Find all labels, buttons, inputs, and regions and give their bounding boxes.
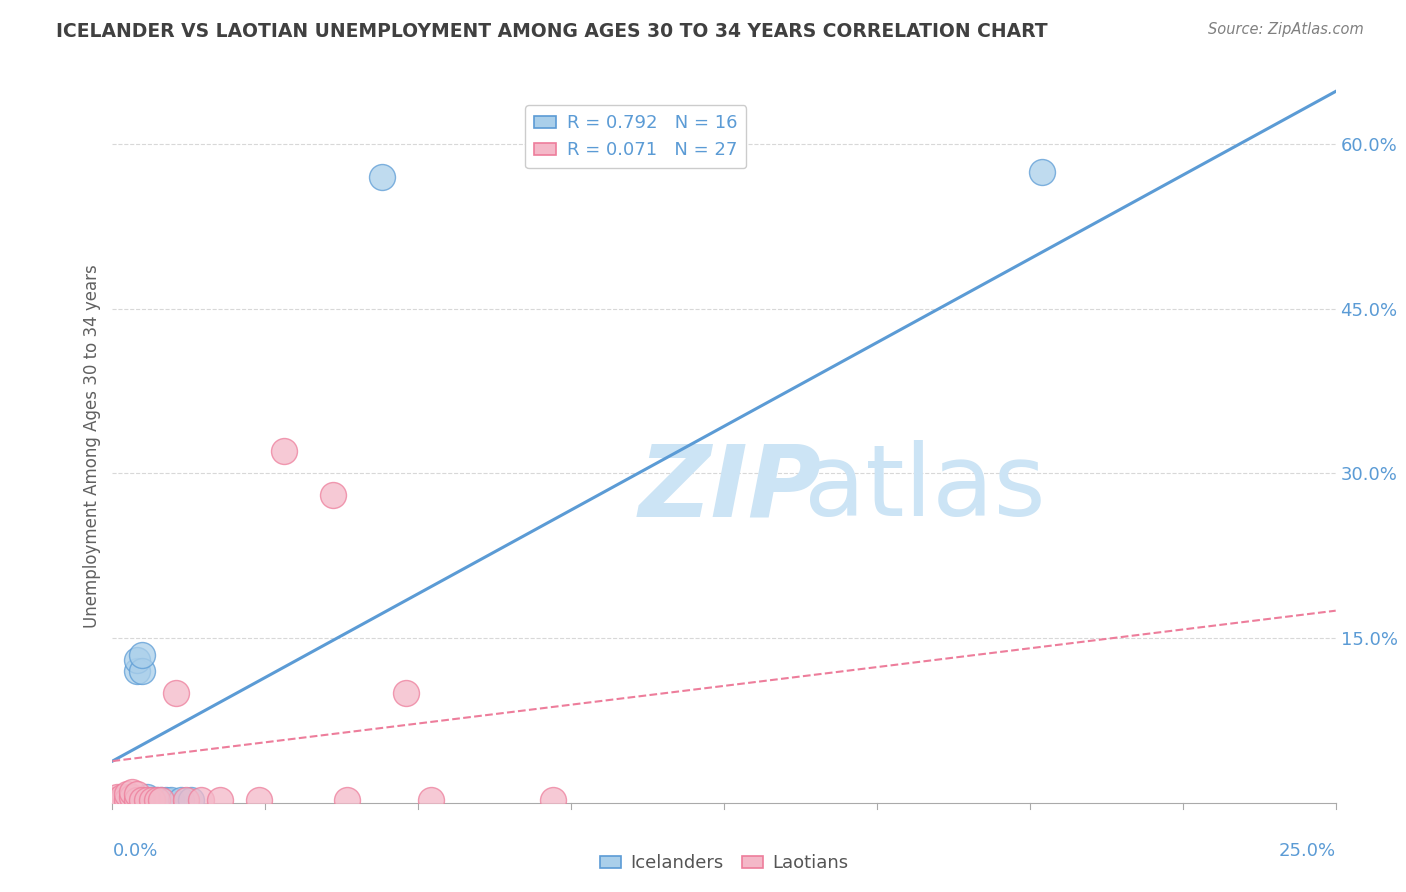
Point (125, 664, 148, 678)
Point (145, 792, 167, 806)
Point (155, 792, 177, 806)
Point (115, 787, 138, 801)
Point (165, 686, 187, 700)
Point (135, 792, 157, 806)
Point (141, 792, 163, 806)
Point (101, 792, 124, 806)
Point (1031, 164, 1053, 178)
Point (125, 787, 148, 801)
Point (209, 792, 232, 806)
Text: atlas: atlas (804, 441, 1045, 537)
Point (135, 790, 157, 805)
Point (174, 792, 197, 806)
Point (190, 792, 212, 806)
Point (105, 790, 128, 805)
Point (121, 792, 143, 806)
Point (273, 444, 295, 458)
Point (131, 664, 153, 678)
Point (125, 653, 148, 667)
Point (150, 792, 173, 806)
Point (131, 648, 153, 662)
Point (541, 792, 564, 806)
Point (111, 790, 134, 805)
Point (170, 792, 193, 806)
Point (121, 790, 143, 805)
Text: Source: ZipAtlas.com: Source: ZipAtlas.com (1208, 22, 1364, 37)
Point (419, 792, 441, 806)
Legend: Icelanders, Laotians: Icelanders, Laotians (592, 847, 856, 880)
Point (180, 792, 202, 806)
Point (105, 792, 128, 806)
Point (115, 792, 138, 806)
Point (141, 792, 163, 806)
Point (150, 792, 173, 806)
Y-axis label: Unemployment Among Ages 30 to 34 years: Unemployment Among Ages 30 to 34 years (83, 264, 101, 628)
Point (370, 169, 392, 184)
Point (125, 792, 148, 806)
Point (131, 792, 153, 806)
Point (121, 785, 143, 799)
Text: ICELANDER VS LAOTIAN UNEMPLOYMENT AMONG AGES 30 TO 34 YEARS CORRELATION CHART: ICELANDER VS LAOTIAN UNEMPLOYMENT AMONG … (56, 22, 1047, 41)
Text: 25.0%: 25.0% (1278, 842, 1336, 860)
Point (247, 792, 270, 806)
Point (115, 790, 138, 805)
Point (322, 488, 344, 502)
Point (395, 686, 418, 700)
Point (145, 792, 167, 806)
Point (336, 792, 359, 806)
Text: 0.0%: 0.0% (112, 842, 157, 860)
Point (160, 792, 183, 806)
Text: ZIP: ZIP (638, 441, 821, 537)
Point (111, 792, 134, 806)
